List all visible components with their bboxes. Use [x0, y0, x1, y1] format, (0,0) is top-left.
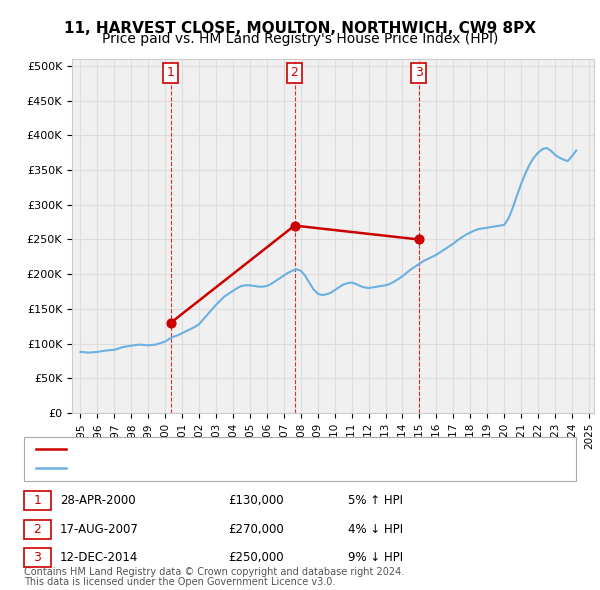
Text: 1: 1	[167, 67, 175, 80]
Text: 3: 3	[34, 551, 41, 564]
Text: 17-AUG-2007: 17-AUG-2007	[60, 523, 139, 536]
Point	[166, 318, 176, 327]
Text: 2: 2	[290, 67, 298, 80]
Text: 11, HARVEST CLOSE, MOULTON, NORTHWICH, CW9 8PX (detached house): 11, HARVEST CLOSE, MOULTON, NORTHWICH, C…	[72, 444, 455, 454]
Point	[414, 235, 424, 244]
Text: HPI: Average price, detached house, Cheshire West and Chester: HPI: Average price, detached house, Ches…	[72, 464, 407, 473]
Text: 28-APR-2000: 28-APR-2000	[60, 494, 136, 507]
Text: This data is licensed under the Open Government Licence v3.0.: This data is licensed under the Open Gov…	[24, 577, 335, 587]
Text: 3: 3	[415, 67, 422, 80]
Text: Contains HM Land Registry data © Crown copyright and database right 2024.: Contains HM Land Registry data © Crown c…	[24, 567, 404, 577]
Text: 5% ↑ HPI: 5% ↑ HPI	[348, 494, 403, 507]
Text: £130,000: £130,000	[228, 494, 284, 507]
Text: Price paid vs. HM Land Registry's House Price Index (HPI): Price paid vs. HM Land Registry's House …	[102, 32, 498, 47]
Point	[290, 221, 299, 230]
Text: 1: 1	[34, 494, 41, 507]
Text: £270,000: £270,000	[228, 523, 284, 536]
Text: 12-DEC-2014: 12-DEC-2014	[60, 551, 139, 564]
Text: 2: 2	[34, 523, 41, 536]
Text: 4% ↓ HPI: 4% ↓ HPI	[348, 523, 403, 536]
Text: £250,000: £250,000	[228, 551, 284, 564]
Text: 11, HARVEST CLOSE, MOULTON, NORTHWICH, CW9 8PX: 11, HARVEST CLOSE, MOULTON, NORTHWICH, C…	[64, 21, 536, 35]
Text: 9% ↓ HPI: 9% ↓ HPI	[348, 551, 403, 564]
